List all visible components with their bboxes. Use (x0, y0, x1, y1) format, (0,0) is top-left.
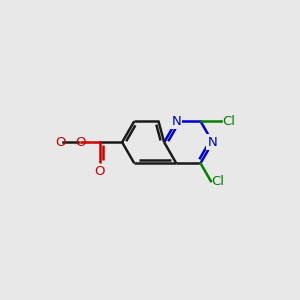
Text: O: O (55, 136, 65, 149)
Text: Cl: Cl (212, 175, 224, 188)
Text: O: O (76, 136, 86, 149)
Text: N: N (171, 115, 181, 128)
Text: O: O (94, 165, 105, 178)
Text: N: N (208, 136, 218, 149)
Text: Cl: Cl (222, 115, 235, 128)
